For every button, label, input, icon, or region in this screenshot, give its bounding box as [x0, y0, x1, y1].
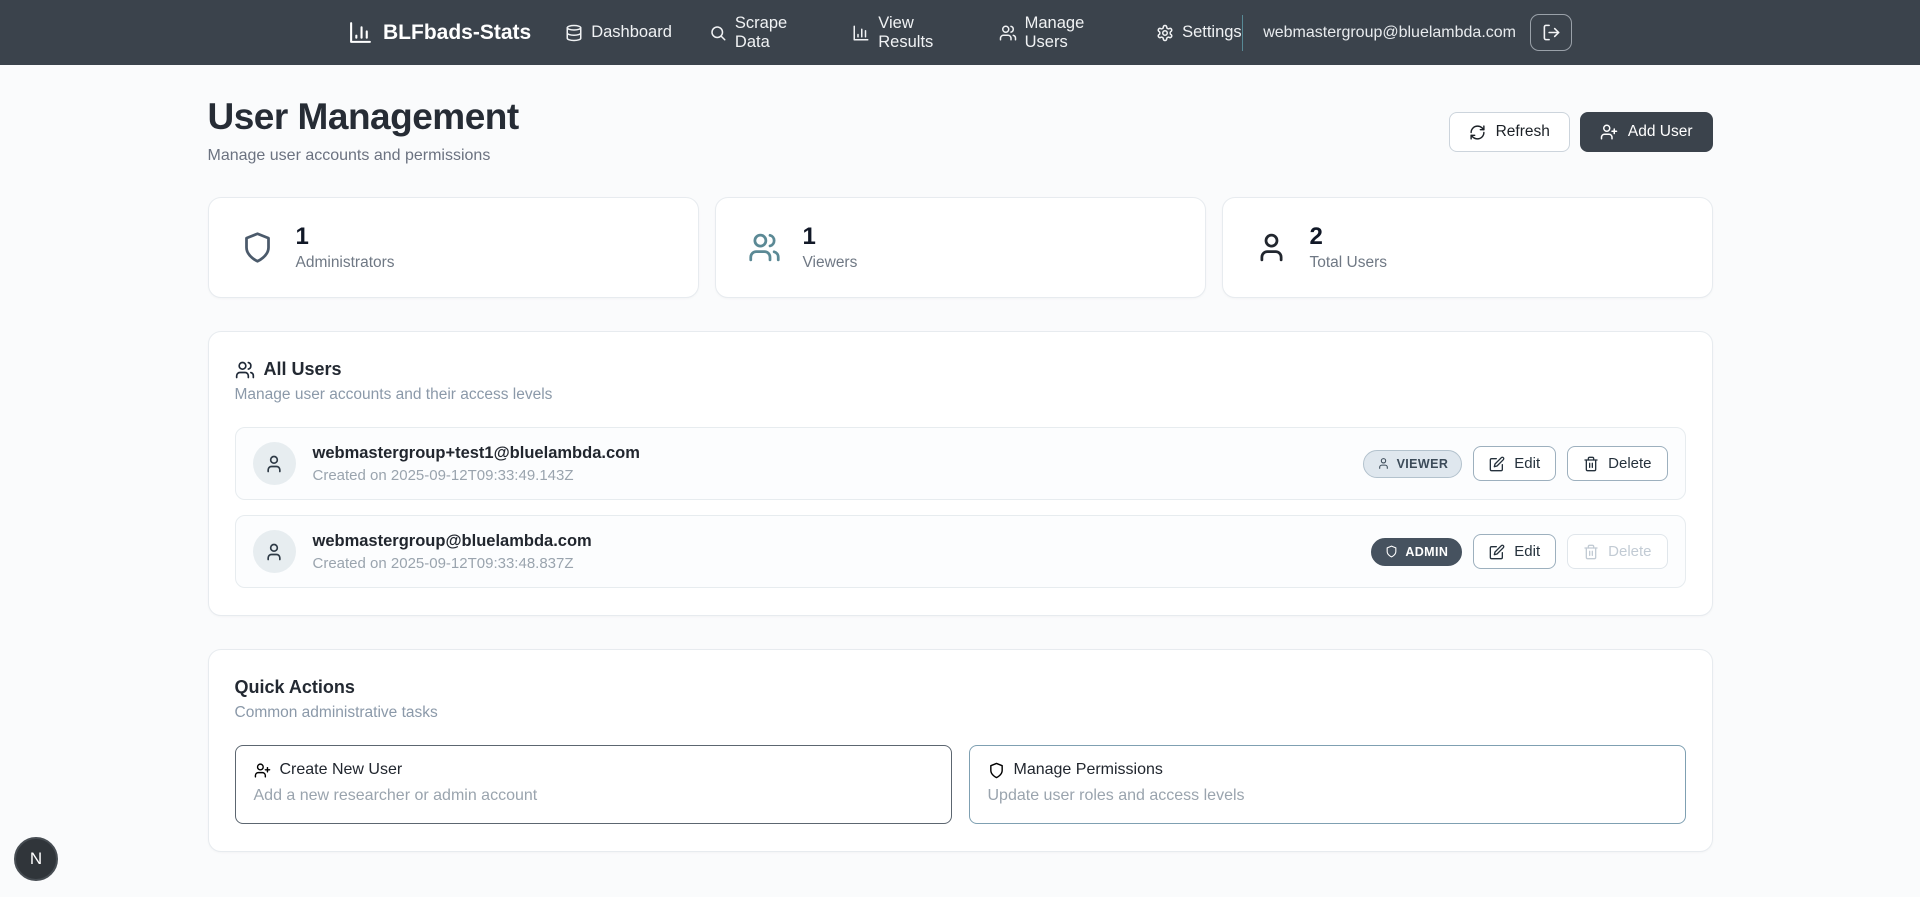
- user-icon: [264, 454, 284, 474]
- database-icon: [565, 24, 583, 42]
- action-title: Create New User: [279, 761, 403, 778]
- stat-label: Viewers: [802, 253, 858, 271]
- action-description: Add a new researcher or admin account: [253, 787, 538, 804]
- user-created-text: Created on 2025-09-12T09:33:48.837Z: [312, 554, 574, 572]
- refresh-label: Refresh: [1495, 123, 1550, 140]
- page-header: User Management Manage user accounts and…: [208, 96, 1713, 165]
- stat-label: Administrators: [295, 253, 395, 271]
- logout-button[interactable]: [1530, 14, 1572, 51]
- nav-links: Dashboard Scrape Data View Results Manag…: [565, 14, 1242, 52]
- nav-user-area: webmastergroup@bluelambda.com: [1241, 14, 1572, 51]
- user-email: webmastergroup@bluelambda.com: [1263, 23, 1516, 41]
- brand-label: BLFbads-Stats: [383, 20, 532, 44]
- floating-widget-label: N: [29, 849, 43, 868]
- shield-icon: [241, 231, 274, 264]
- role-badge-label: VIEWER: [1396, 456, 1449, 471]
- user-created-text: Created on 2025-09-12T09:33:49.143Z: [312, 466, 574, 484]
- nav-item-label: Dashboard: [591, 23, 672, 41]
- page-title: User Management: [207, 96, 520, 137]
- shield-icon: [1385, 545, 1398, 558]
- add-user-button[interactable]: Add User: [1579, 112, 1713, 152]
- stat-value: 2: [1309, 223, 1323, 251]
- users-icon: [748, 231, 781, 264]
- action-description: Update user roles and access levels: [987, 787, 1245, 804]
- edit-icon: [1489, 456, 1505, 472]
- delete-label: Delete: [1608, 455, 1652, 472]
- trash-icon: [1583, 544, 1599, 560]
- stat-value: 1: [802, 223, 816, 251]
- nav-item-manage-users[interactable]: Manage Users: [999, 14, 1119, 52]
- edit-button[interactable]: Edit: [1473, 446, 1557, 481]
- user-plus-icon: [254, 762, 271, 779]
- avatar: [252, 442, 296, 485]
- nav-item-settings[interactable]: Settings: [1156, 23, 1242, 42]
- quick-actions-title: Quick Actions: [234, 677, 355, 697]
- nav-item-scrape-data[interactable]: Scrape Data: [709, 14, 815, 52]
- gear-icon: [1156, 24, 1174, 42]
- refresh-button[interactable]: Refresh: [1448, 112, 1570, 152]
- quick-actions-subtitle: Common administrative tasks: [234, 704, 438, 721]
- stat-label: Total Users: [1309, 253, 1388, 271]
- role-badge-label: ADMIN: [1405, 544, 1449, 559]
- stat-card-total-users: 2 Total Users: [1221, 197, 1713, 298]
- user-icon: [1255, 231, 1288, 264]
- users-icon: [235, 360, 255, 380]
- chart-icon: [852, 24, 870, 42]
- all-users-subtitle: Manage user accounts and their access le…: [234, 386, 553, 403]
- user-icon: [264, 542, 284, 562]
- logout-icon: [1542, 23, 1561, 42]
- quick-actions-panel: Quick Actions Common administrative task…: [207, 649, 1713, 852]
- stat-value: 1: [295, 223, 309, 251]
- trash-icon: [1583, 456, 1599, 472]
- all-users-panel: All Users Manage user accounts and their…: [207, 331, 1713, 616]
- search-icon: [709, 24, 727, 42]
- nav-item-dashboard[interactable]: Dashboard: [565, 23, 672, 42]
- user-plus-icon: [1600, 123, 1618, 141]
- action-title: Manage Permissions: [1013, 761, 1163, 778]
- brand[interactable]: BLFbads-Stats: [348, 20, 531, 45]
- nav-divider: [1241, 14, 1244, 51]
- refresh-icon: [1469, 124, 1486, 141]
- add-user-label: Add User: [1627, 123, 1693, 140]
- nav-item-label: Settings: [1182, 23, 1242, 41]
- edit-icon: [1489, 544, 1505, 560]
- user-row: webmastergroup@bluelambda.com Created on…: [234, 515, 1686, 588]
- page-subtitle: Manage user accounts and permissions: [207, 147, 491, 164]
- main-content: User Management Manage user accounts and…: [207, 65, 1713, 852]
- user-email-text: webmastergroup@bluelambda.com: [312, 531, 592, 550]
- top-navbar: BLFbads-Stats Dashboard Scrape Data View…: [0, 0, 1920, 65]
- users-icon: [999, 24, 1017, 42]
- floating-widget-button[interactable]: N: [14, 837, 58, 881]
- stat-card-administrators: 1 Administrators: [207, 197, 699, 298]
- edit-label: Edit: [1514, 455, 1541, 472]
- edit-label: Edit: [1514, 543, 1541, 560]
- nav-item-label: View Results: [878, 13, 934, 51]
- role-badge-admin: ADMIN: [1371, 537, 1463, 566]
- nav-item-label: Manage Users: [1024, 13, 1085, 51]
- delete-label: Delete: [1608, 543, 1652, 560]
- all-users-title: All Users: [263, 359, 342, 379]
- user-email-text: webmastergroup+test1@bluelambda.com: [312, 443, 640, 462]
- delete-button-disabled: Delete: [1567, 534, 1668, 569]
- edit-button[interactable]: Edit: [1473, 534, 1557, 569]
- bar-chart-logo-icon: [348, 20, 373, 45]
- nav-item-view-results[interactable]: View Results: [852, 14, 961, 52]
- delete-button[interactable]: Delete: [1567, 446, 1668, 481]
- user-icon: [1377, 457, 1390, 470]
- user-row: webmastergroup+test1@bluelambda.com Crea…: [234, 427, 1686, 500]
- stats-row: 1 Administrators 1 Viewers 2 Total Users: [207, 197, 1713, 298]
- create-new-user-action[interactable]: Create New User Add a new researcher or …: [234, 745, 952, 824]
- shield-icon: [988, 762, 1005, 779]
- avatar: [252, 530, 296, 573]
- nav-item-label: Scrape Data: [734, 13, 788, 51]
- role-badge-viewer: VIEWER: [1362, 449, 1463, 478]
- stat-card-viewers: 1 Viewers: [714, 197, 1206, 298]
- manage-permissions-action[interactable]: Manage Permissions Update user roles and…: [968, 745, 1686, 824]
